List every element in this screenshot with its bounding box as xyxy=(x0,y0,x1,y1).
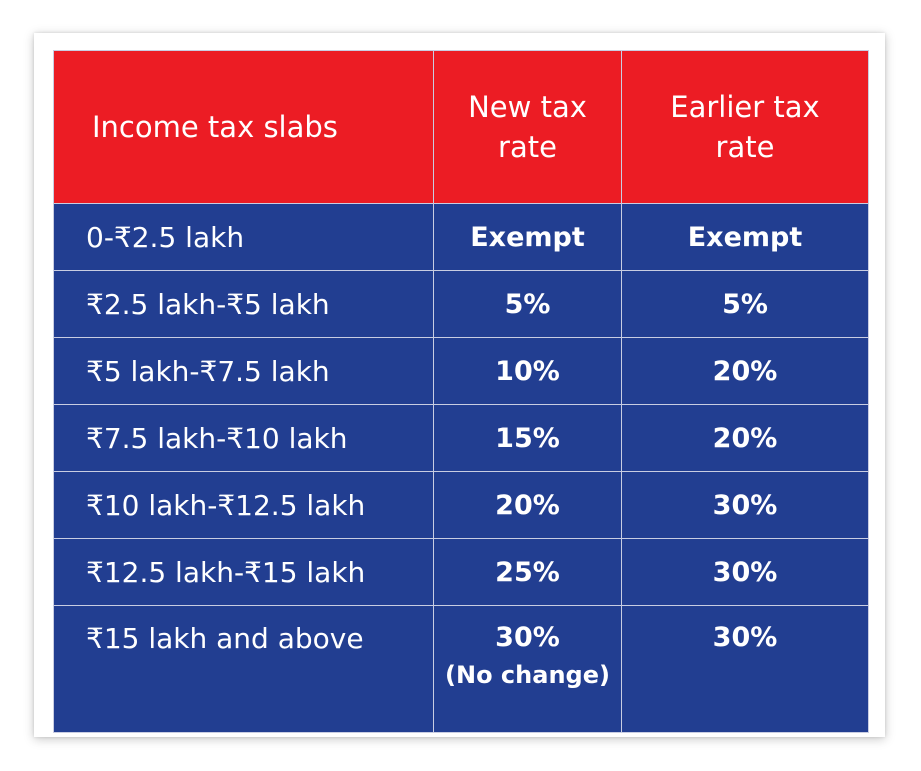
header-label: New tax rate xyxy=(468,90,587,164)
new-rate-value: 30% xyxy=(495,622,560,653)
tax-slab-table: Income tax slabs New tax rate Earlier ta… xyxy=(53,50,869,733)
slab-cell: ₹10 lakh-₹12.5 lakh xyxy=(53,471,434,539)
slab-cell: ₹2.5 lakh-₹5 lakh xyxy=(53,270,434,338)
earlier-rate-cell: 30% xyxy=(621,538,869,606)
header-new-tax-rate: New tax rate xyxy=(433,50,622,204)
earlier-rate-cell: 20% xyxy=(621,404,869,472)
header-income-tax-slabs: Income tax slabs xyxy=(53,50,434,204)
earlier-rate-cell: 30% xyxy=(621,471,869,539)
new-rate-cell: 25% xyxy=(433,538,622,606)
no-change-note: (No change) xyxy=(445,661,610,689)
table-row: 0-₹2.5 lakh Exempt Exempt xyxy=(53,203,869,271)
table-row: ₹10 lakh-₹12.5 lakh 20% 30% xyxy=(53,471,869,539)
header-earlier-tax-rate: Earlier tax rate xyxy=(621,50,869,204)
new-rate-cell: 20% xyxy=(433,471,622,539)
table-row: ₹5 lakh-₹7.5 lakh 10% 20% xyxy=(53,337,869,405)
slab-cell: ₹12.5 lakh-₹15 lakh xyxy=(53,538,434,606)
header-label: Earlier tax rate xyxy=(670,90,820,164)
earlier-rate-cell: 30% xyxy=(621,605,869,733)
slab-cell: ₹5 lakh-₹7.5 lakh xyxy=(53,337,434,405)
slab-cell: ₹7.5 lakh-₹10 lakh xyxy=(53,404,434,472)
earlier-rate-cell: 20% xyxy=(621,337,869,405)
new-rate-cell: Exempt xyxy=(433,203,622,271)
new-rate-cell: 15% xyxy=(433,404,622,472)
table-row: ₹2.5 lakh-₹5 lakh 5% 5% xyxy=(53,270,869,338)
table-row: ₹12.5 lakh-₹15 lakh 25% 30% xyxy=(53,538,869,606)
slab-cell: 0-₹2.5 lakh xyxy=(53,203,434,271)
header-row: Income tax slabs New tax rate Earlier ta… xyxy=(53,50,869,204)
table-row: ₹7.5 lakh-₹10 lakh 15% 20% xyxy=(53,404,869,472)
table-body: 0-₹2.5 lakh Exempt Exempt ₹2.5 lakh-₹5 l… xyxy=(53,203,869,733)
table-row: ₹15 lakh and above 30% (No change) 30% xyxy=(53,605,869,733)
earlier-rate-cell: Exempt xyxy=(621,203,869,271)
earlier-rate-cell: 5% xyxy=(621,270,869,338)
new-rate-cell: 5% xyxy=(433,270,622,338)
header-label: Income tax slabs xyxy=(92,110,338,144)
table-header: Income tax slabs New tax rate Earlier ta… xyxy=(53,50,869,204)
slab-cell: ₹15 lakh and above xyxy=(53,605,434,733)
new-rate-cell: 10% xyxy=(433,337,622,405)
new-rate-cell: 30% (No change) xyxy=(433,605,622,733)
